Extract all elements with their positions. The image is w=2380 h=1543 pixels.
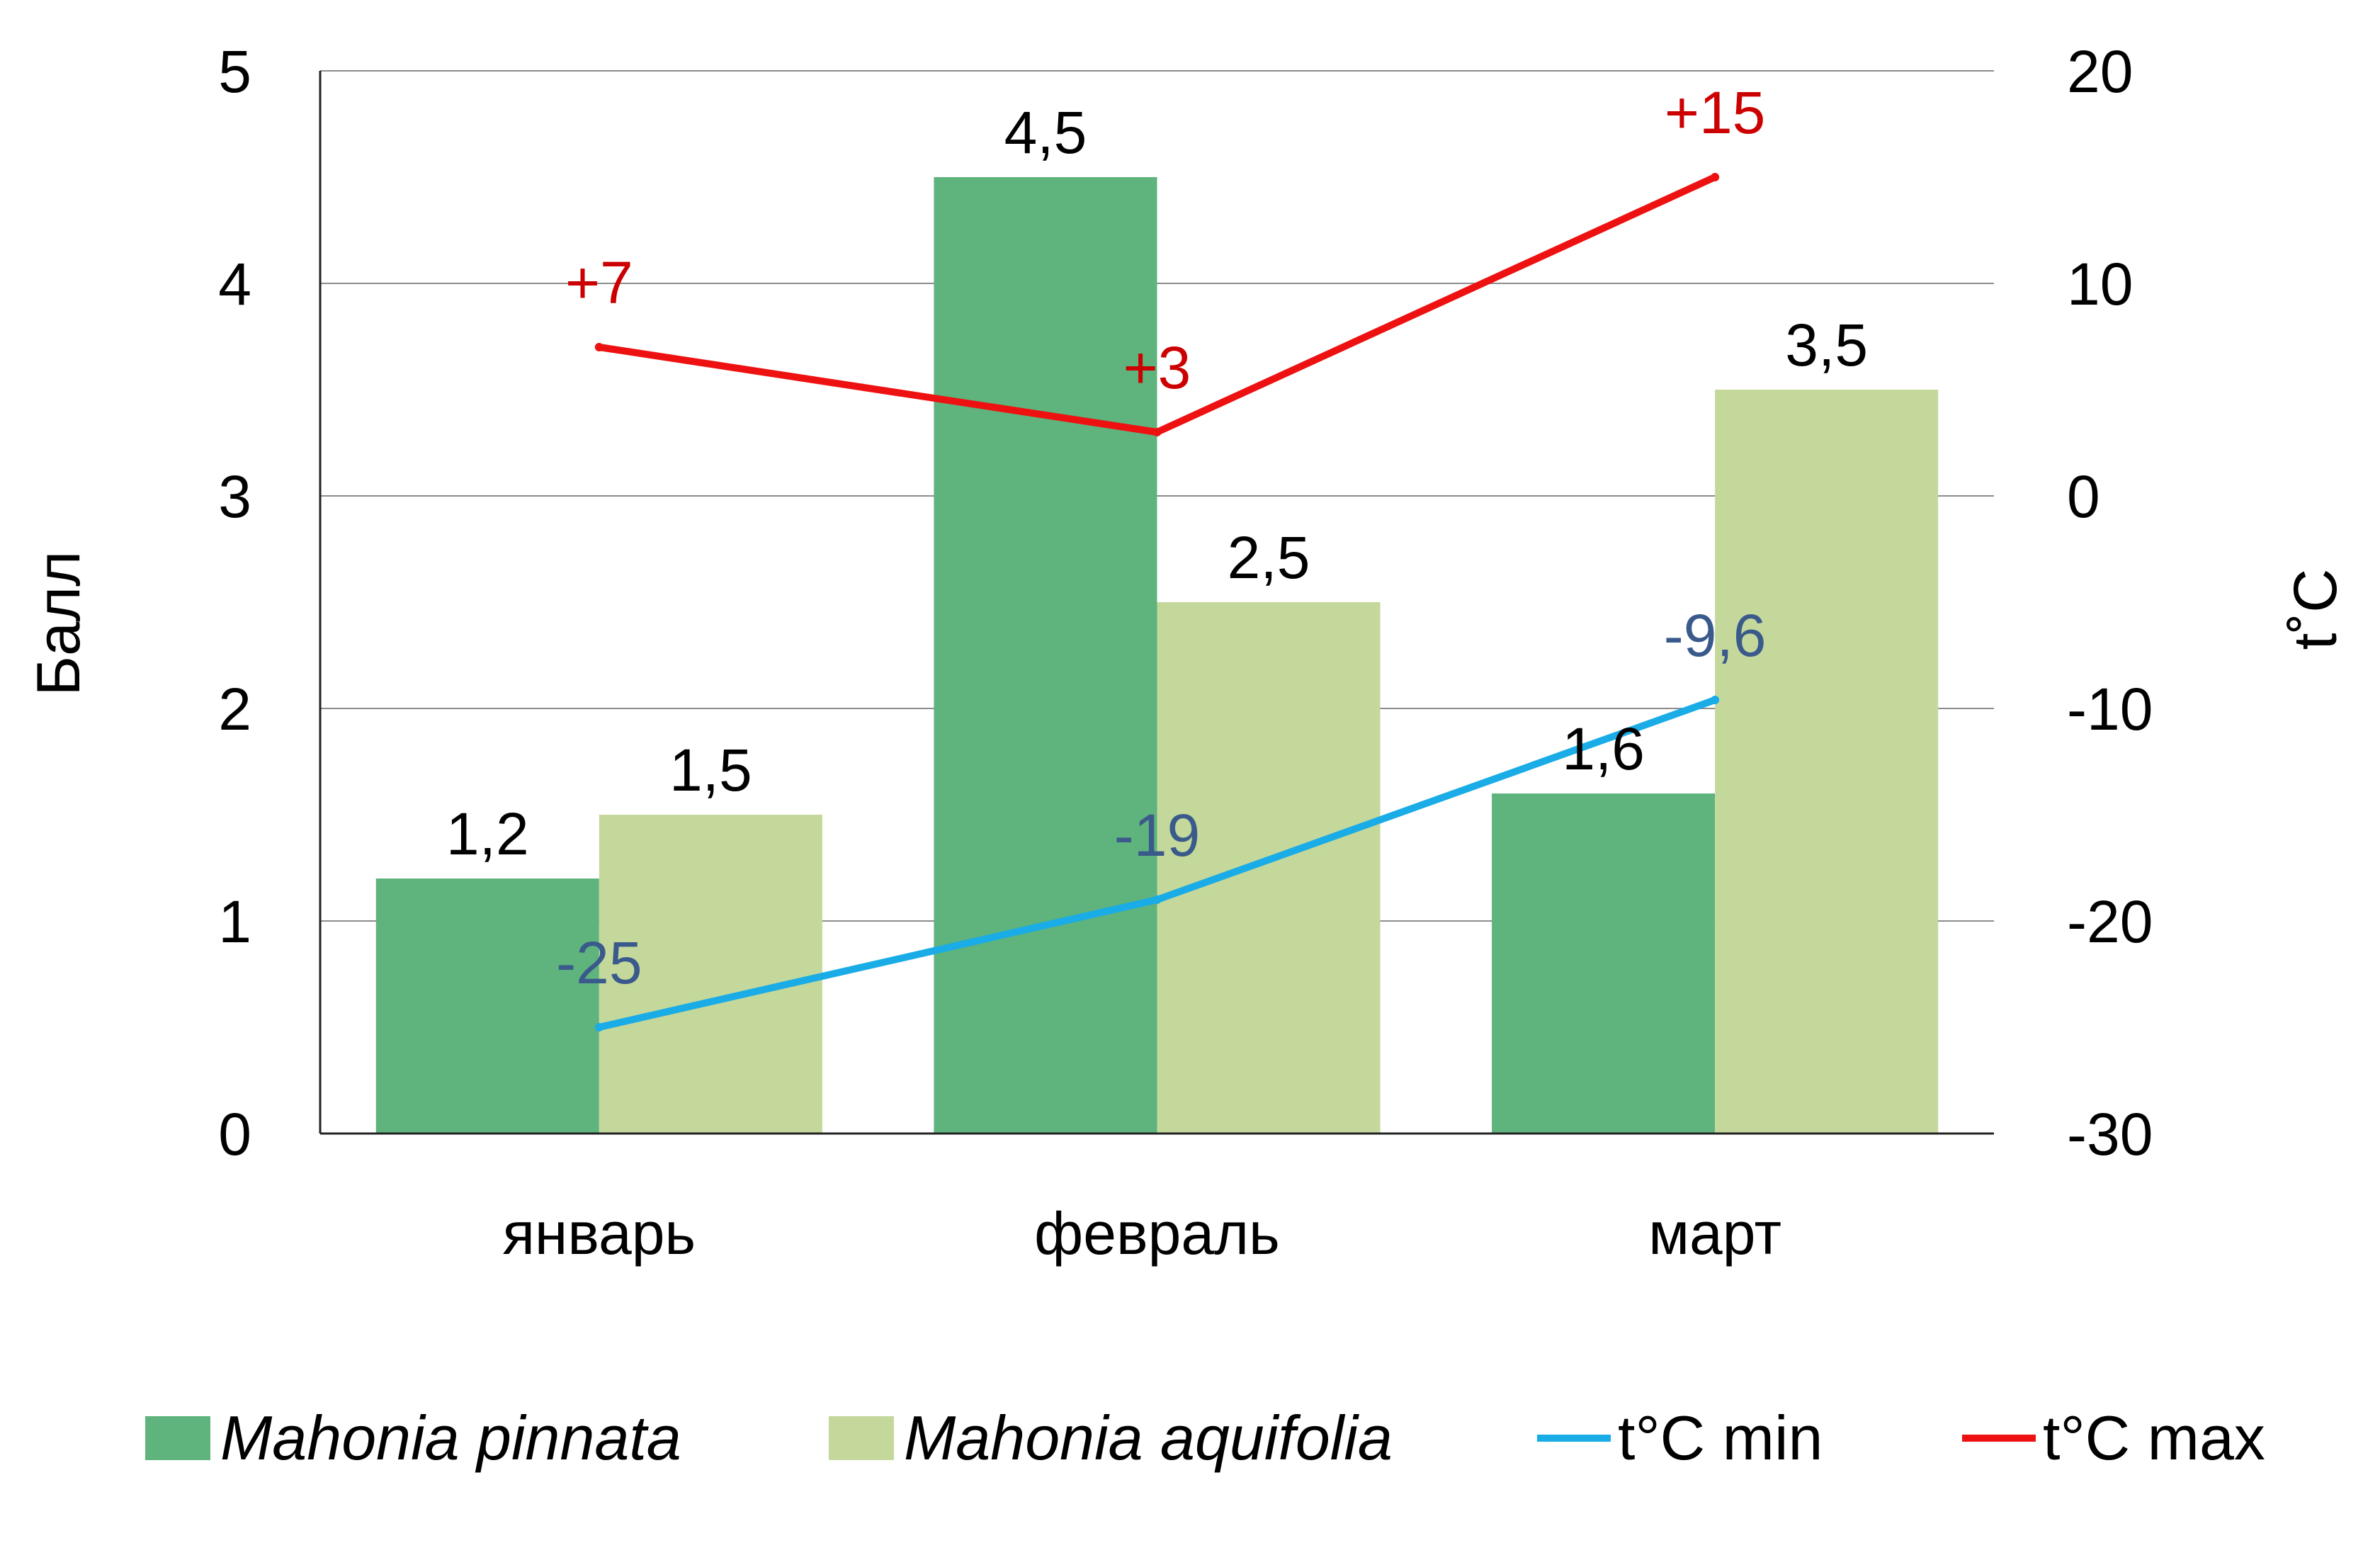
axes (319, 71, 1994, 1135)
y2-axis-title: t˚C (2282, 569, 2350, 650)
line-point (1152, 428, 1162, 436)
legend: Mahonia pinnata Mahonia aquifolia t°C mi… (0, 1389, 2380, 1488)
bars (375, 177, 1939, 1134)
line-data-label: -19 (1114, 802, 1200, 869)
line-point (1711, 173, 1720, 181)
bar-data-label: 4,5 (1004, 99, 1087, 166)
lines (594, 173, 1720, 1032)
y2-tick-label: -10 (2067, 676, 2153, 742)
line-data-label: -25 (556, 929, 642, 996)
line-point (1711, 696, 1720, 704)
legend-item-mahonia-pinnata: Mahonia pinnata (145, 1389, 681, 1488)
bar-aquifolia (1157, 602, 1381, 1134)
legend-line-t-min (1537, 1435, 1611, 1442)
x-tick-label: март (1648, 1200, 1781, 1267)
y2-tick-label: -30 (2067, 1101, 2153, 1168)
legend-line-t-max (1962, 1435, 2036, 1442)
bar-data-label: 1,6 (1562, 716, 1645, 782)
bar-data-label: 3,5 (1785, 312, 1868, 378)
x-tick-label: январь (502, 1200, 696, 1267)
legend-swatch-pinnata (145, 1416, 210, 1460)
legend-item-t-min: t°C min (1537, 1389, 1823, 1488)
y-tick-label: 0 (218, 1101, 251, 1168)
y-tick-label: 2 (218, 676, 251, 742)
y2-tick-label: 0 (2067, 463, 2100, 530)
line-data-label: +3 (1123, 334, 1191, 401)
y2-tick-label: 10 (2067, 251, 2133, 317)
y-axis-title: Балл (25, 551, 93, 696)
x-tick-label: февраль (1034, 1200, 1280, 1267)
line-data-label: -9,6 (1664, 602, 1767, 669)
bar-data-label: 1,2 (446, 801, 529, 867)
bar-data-label: 2,5 (1228, 524, 1310, 591)
bar-pinnata (375, 878, 599, 1134)
y-tick-label: 4 (218, 251, 251, 317)
tick-labels: 0 1 2 3 4 5 -30 -20 -10 0 10 20 январь февраль март (218, 38, 2153, 1267)
combo-chart: 1,2 4,5 1,6 1,5 2,5 3,5 -25 -19 -9,6 +7 +3 +15 0 1 2 3… (25, 38, 2350, 1267)
line-data-label: +15 (1665, 79, 1766, 146)
y2-tick-label: -20 (2067, 888, 2153, 955)
bar-data-label: 1,5 (669, 737, 752, 803)
bar-aquifolia (1715, 390, 1939, 1134)
legend-item-t-max: t°C max (1962, 1389, 2265, 1488)
legend-label: Mahonia aquifolia (904, 1403, 1393, 1473)
legend-label: Mahonia pinnata (220, 1403, 681, 1473)
y-tick-label: 3 (218, 463, 251, 530)
legend-label: t°C min (1618, 1403, 1823, 1473)
legend-label: t°C max (2043, 1403, 2265, 1473)
y2-tick-label: 20 (2067, 38, 2133, 105)
bar-pinnata (1492, 793, 1716, 1134)
line-point (594, 343, 604, 351)
bar-pinnata (934, 177, 1157, 1134)
legend-swatch-aquifolia (829, 1416, 894, 1460)
bar-aquifolia (599, 815, 822, 1134)
data-labels: 1,2 4,5 1,6 1,5 2,5 3,5 -25 -19 -9,6 +7 +3 +15 (446, 79, 1868, 996)
y-tick-label: 1 (218, 888, 251, 955)
line-point (594, 1023, 604, 1032)
legend-item-mahonia-aquifolia: Mahonia aquifolia (829, 1389, 1393, 1488)
y-tick-label: 5 (218, 38, 251, 105)
line-point (1152, 895, 1162, 904)
line-data-label: +7 (565, 249, 633, 316)
